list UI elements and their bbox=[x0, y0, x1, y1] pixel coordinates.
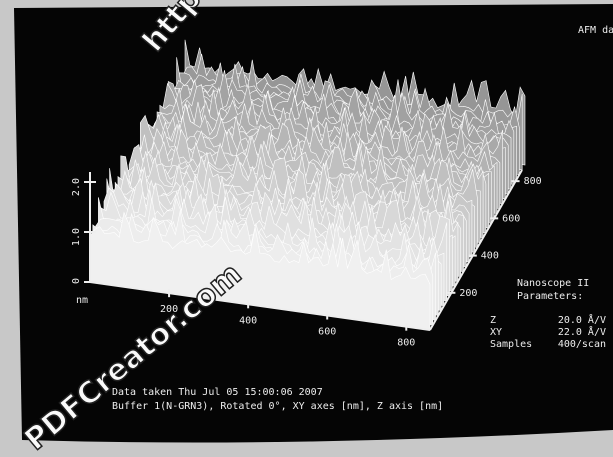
z-unit: nm bbox=[76, 295, 88, 306]
photo: AFM da 2.01.00nm200400600800200400600800… bbox=[0, 0, 613, 457]
param-label: XY bbox=[490, 327, 502, 338]
y-tick-label: 400 bbox=[481, 251, 499, 262]
z-tick-label: 2.0 bbox=[71, 178, 82, 196]
x-tick-label: 400 bbox=[239, 315, 257, 326]
footer: Buffer 1(N-GRN3), Rotated 0°, XY axes [n… bbox=[112, 401, 443, 412]
param-label: Z bbox=[490, 315, 496, 326]
y-tick-label: 600 bbox=[502, 213, 520, 224]
param-value: 22.0 Å/V bbox=[558, 325, 606, 338]
y-tick-label: 200 bbox=[459, 288, 477, 299]
params-title: Parameters: bbox=[517, 291, 583, 302]
footer: Data taken Thu Jul 05 15:00:06 2007 bbox=[112, 387, 323, 398]
z-tick-label: 1.0 bbox=[71, 228, 82, 246]
x-tick-label: 600 bbox=[318, 326, 336, 337]
param-label: Samples bbox=[490, 339, 532, 350]
z-tick-label: 0 bbox=[71, 278, 82, 284]
param-value: 20.0 Å/V bbox=[558, 313, 606, 326]
y-tick-label: 800 bbox=[524, 176, 542, 187]
header: AFM da bbox=[578, 25, 613, 36]
x-tick-label: 800 bbox=[397, 338, 415, 349]
param-value: 400/scan bbox=[558, 339, 606, 350]
params-title: Nanoscope II bbox=[517, 278, 589, 289]
